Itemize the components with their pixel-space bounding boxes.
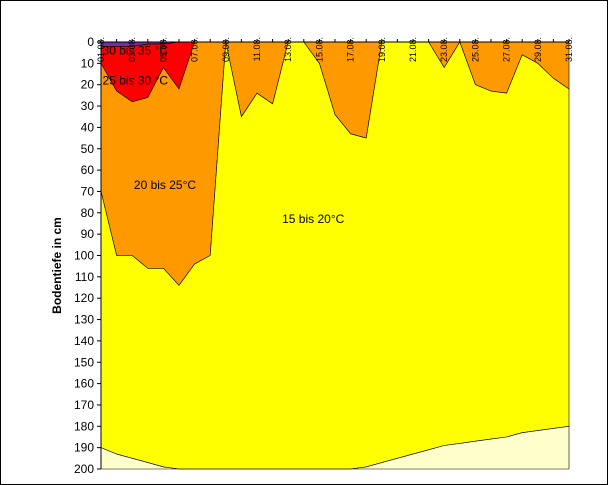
x-tick-label-14: 29.08.: [533, 37, 543, 62]
y-tick-label-12: 120: [74, 291, 94, 305]
y-tick-label-13: 130: [74, 313, 94, 327]
x-tick-label-11: 23.08.: [439, 37, 449, 62]
x-tick-label-9: 19.08.: [377, 37, 387, 62]
y-axis-title: Bodentiefe in cm: [50, 217, 64, 314]
x-tick-label-3: 07.08.: [190, 37, 200, 62]
y-tick-label-3: 30: [81, 99, 95, 113]
y-tick-label-20: 200: [74, 462, 94, 476]
zone-label-4: 15 bis 20°C: [282, 212, 345, 226]
area-layers: [100, 41, 570, 470]
y-tick-label-9: 90: [81, 227, 95, 241]
y-tick-label-5: 50: [81, 142, 95, 156]
x-tick-label-0: 01.08.: [96, 37, 106, 62]
y-tick-label-2: 20: [81, 78, 95, 92]
y-tick-label-10: 100: [74, 249, 94, 263]
x-tick-label-13: 27.08.: [502, 37, 512, 62]
y-tick-label-17: 170: [74, 398, 94, 412]
y-tick-label-0: 0: [87, 35, 94, 49]
y-tick-label-14: 140: [74, 334, 94, 348]
x-tick-label-15: 31.08.: [564, 37, 574, 62]
area-series-5: [100, 425, 570, 470]
y-tick-label-7: 70: [81, 184, 95, 198]
x-tick-label-2: 05.08.: [158, 37, 168, 62]
x-tick-label-6: 13.08.: [283, 37, 293, 62]
y-tick-label-15: 150: [74, 355, 94, 369]
zone-label-3: 20 bis 25°C: [134, 178, 197, 192]
zone-labels: 30 bis 35 °C 25 bis 30 °C 20 bis 25°C 15 bi…: [103, 44, 345, 227]
x-tick-label-8: 17.08.: [346, 37, 356, 62]
x-tick-label-10: 21.08.: [408, 37, 418, 62]
x-tick-label-4: 09.08.: [221, 37, 231, 62]
y-tick-label-6: 60: [81, 163, 95, 177]
y-tick-label-11: 110: [75, 270, 94, 284]
y-tick-label-4: 40: [81, 120, 95, 134]
y-tick-label-18: 180: [74, 419, 94, 433]
y-tick-label-1: 10: [81, 56, 95, 70]
y-tick-label-16: 160: [74, 377, 94, 391]
zone-label-2: 25 bis 30 °C: [103, 73, 169, 87]
x-tick-label-5: 11.08.: [252, 37, 262, 61]
x-tick-label-1: 03.08.: [127, 37, 137, 62]
y-tick-label-8: 80: [81, 206, 95, 220]
x-tick-label-7: 15.08.: [314, 37, 324, 62]
y-tick-label-19: 190: [74, 441, 94, 455]
zone-label-1: 30 bis 35 °C: [103, 44, 169, 58]
x-tick-label-12: 25.08.: [470, 37, 480, 62]
axes: 0 10 20 30 40 50 60 70 80 90 100 110 120 130 140 150 160…: [50, 35, 574, 476]
